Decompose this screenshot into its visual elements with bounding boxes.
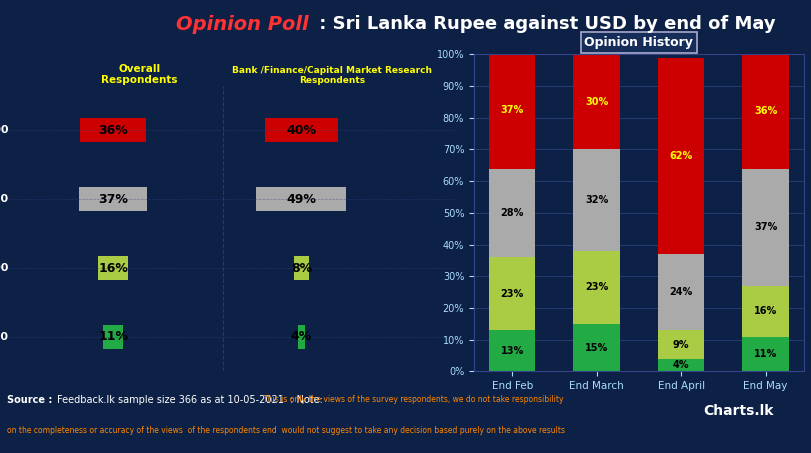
Bar — [488, 330, 534, 371]
FancyBboxPatch shape — [98, 256, 127, 280]
Bar — [741, 54, 788, 169]
Text: 37%: 37% — [98, 193, 128, 206]
Text: 24%: 24% — [669, 287, 692, 297]
Bar — [573, 149, 619, 251]
Text: 13%: 13% — [500, 346, 523, 356]
Text: 23%: 23% — [500, 289, 523, 299]
Text: 15%: 15% — [584, 342, 607, 353]
Text: 37%: 37% — [500, 105, 523, 115]
Bar — [657, 330, 703, 359]
Bar — [741, 337, 788, 371]
Text: 11%: 11% — [753, 349, 776, 359]
Text: : Sri Lanka Rupee against USD by end of May: : Sri Lanka Rupee against USD by end of … — [312, 15, 775, 34]
Text: 62%: 62% — [669, 151, 692, 161]
Text: This is only the views of the survey respondents, we do not take responsibility: This is only the views of the survey res… — [263, 395, 563, 404]
Text: 9%: 9% — [672, 339, 689, 350]
Text: Opinion Poll: Opinion Poll — [176, 15, 308, 34]
Text: on the completeness or accuracy of the views  of the respondents end  would not : on the completeness or accuracy of the v… — [6, 426, 564, 435]
FancyBboxPatch shape — [256, 187, 346, 211]
Text: Less than Rs. 190.00: Less than Rs. 190.00 — [0, 332, 8, 342]
Text: 28%: 28% — [500, 208, 523, 218]
FancyBboxPatch shape — [298, 325, 305, 349]
Text: Above Rs. 200.00: Above Rs. 200.00 — [0, 125, 8, 135]
Text: Rs. 190.00 to 195.00: Rs. 190.00 to 195.00 — [0, 263, 8, 273]
Bar — [573, 251, 619, 324]
Bar — [741, 286, 788, 337]
Text: Bank /Finance/Capital Market Research
Respondents: Bank /Finance/Capital Market Research Re… — [232, 66, 431, 85]
FancyBboxPatch shape — [264, 118, 337, 142]
Bar — [657, 359, 703, 371]
FancyBboxPatch shape — [79, 187, 147, 211]
Text: 16%: 16% — [753, 306, 776, 316]
Text: 23%: 23% — [584, 282, 607, 293]
Text: 8%: 8% — [290, 261, 311, 275]
Text: Rs. 195.00 to 200.00: Rs. 195.00 to 200.00 — [0, 194, 8, 204]
Text: Feedback.lk sample size 366 as at 10-05-2021  : Note:: Feedback.lk sample size 366 as at 10-05-… — [57, 395, 325, 405]
Text: 40%: 40% — [286, 124, 316, 137]
Text: Source :: Source : — [6, 395, 55, 405]
Bar — [488, 51, 534, 169]
Text: 30%: 30% — [584, 97, 607, 107]
Bar — [573, 54, 619, 149]
Text: 36%: 36% — [98, 124, 128, 137]
Bar — [657, 254, 703, 330]
Text: 11%: 11% — [98, 331, 128, 343]
Title: Opinion History: Opinion History — [584, 36, 693, 49]
Bar — [488, 257, 534, 330]
Text: 16%: 16% — [98, 261, 128, 275]
FancyBboxPatch shape — [103, 325, 123, 349]
Text: 37%: 37% — [753, 222, 776, 232]
Text: 4%: 4% — [672, 360, 689, 370]
FancyBboxPatch shape — [294, 256, 308, 280]
Text: 49%: 49% — [286, 193, 316, 206]
Text: 4%: 4% — [290, 331, 311, 343]
Bar — [657, 58, 703, 254]
Bar — [741, 169, 788, 286]
FancyBboxPatch shape — [80, 118, 146, 142]
Text: 36%: 36% — [753, 106, 776, 116]
Text: 32%: 32% — [584, 195, 607, 205]
Text: Charts.lk: Charts.lk — [703, 404, 773, 418]
Bar — [573, 324, 619, 371]
Text: Overall
Respondents: Overall Respondents — [101, 64, 178, 85]
Bar — [488, 169, 534, 257]
